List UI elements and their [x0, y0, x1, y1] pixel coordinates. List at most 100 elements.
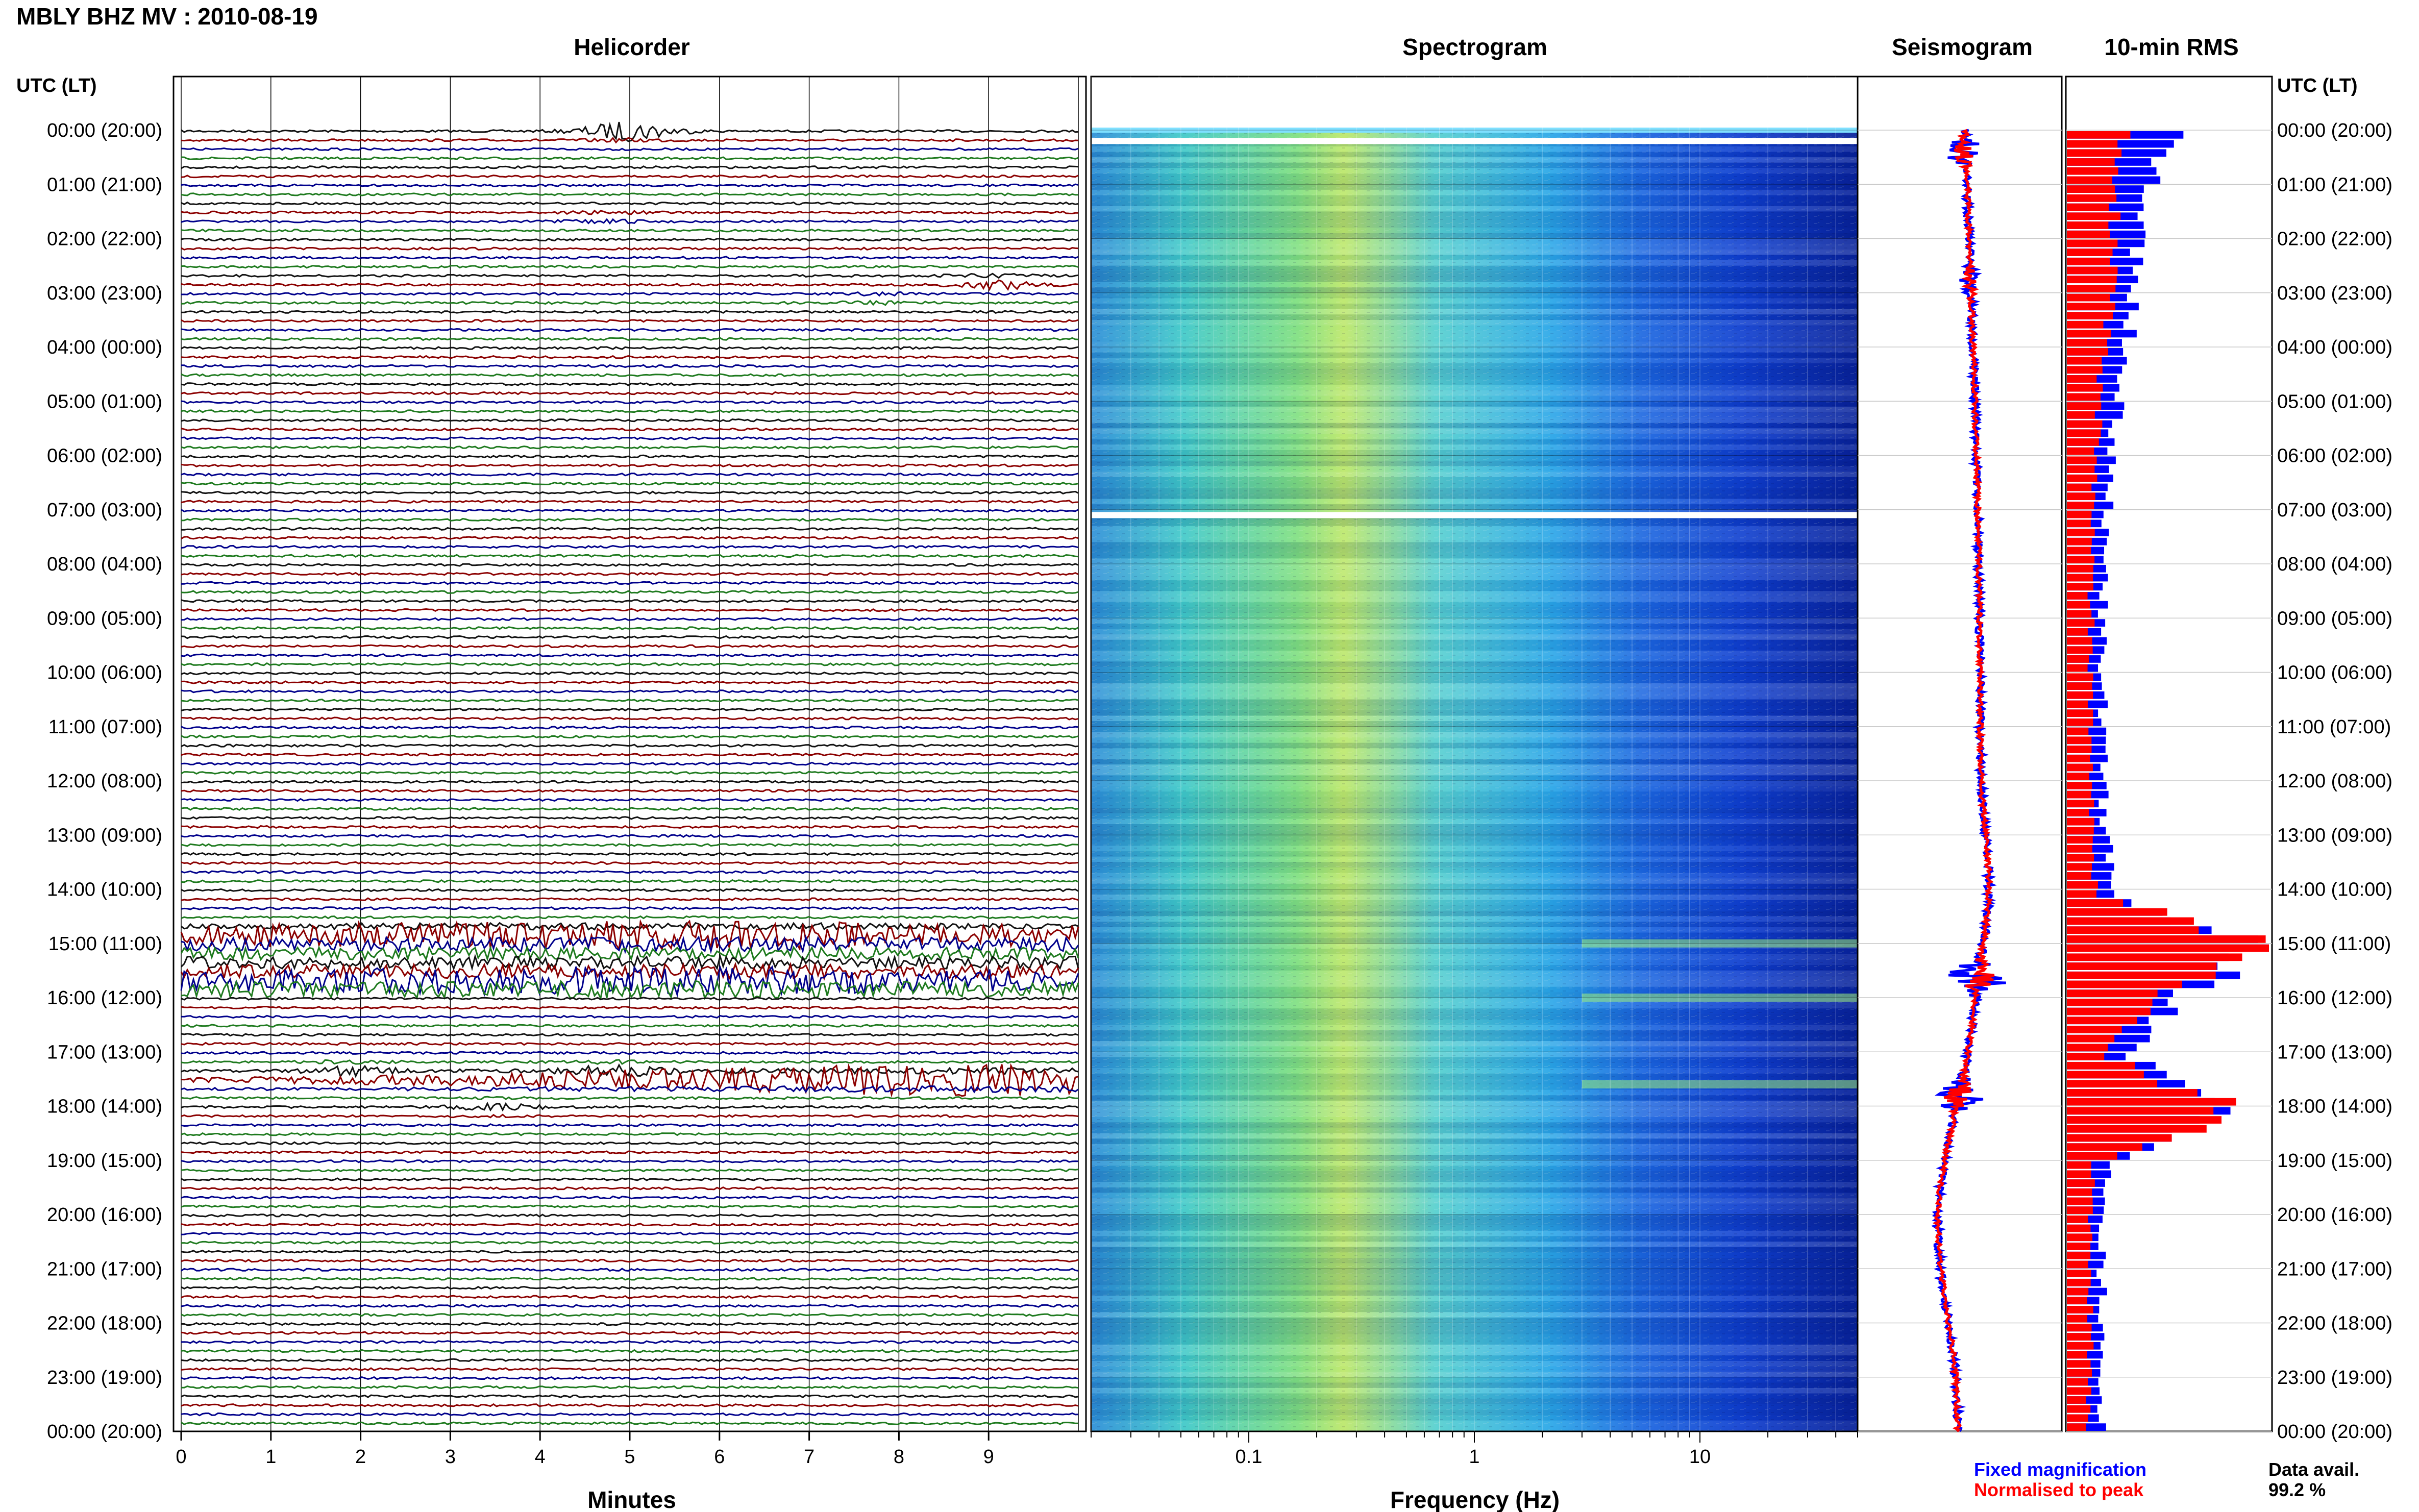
seismogram-panel	[1857, 76, 2063, 1432]
rms-bar-normalised	[2067, 592, 2088, 600]
rms-bar-normalised	[2067, 1342, 2094, 1350]
helicorder-trace	[181, 852, 1079, 856]
rms-bar-normalised	[2067, 1206, 2093, 1214]
helicorder-trace	[181, 707, 1079, 712]
helicorder-trace	[181, 997, 1079, 1001]
legend-fixed-magnification: Fixed magnification	[1974, 1459, 2146, 1480]
helicorder-trace	[181, 599, 1079, 603]
helicorder-trace	[181, 218, 1079, 225]
rms-bar-normalised	[2067, 1197, 2093, 1205]
helicorder-trace	[181, 237, 1079, 242]
helicorder-trace	[181, 1250, 1079, 1254]
rms-bar-normalised	[2067, 908, 2167, 916]
helicorder-trace	[181, 1051, 1079, 1055]
helicorder-trace	[181, 527, 1079, 531]
helicorder-trace	[181, 1113, 1079, 1119]
rms-bar-normalised	[2067, 547, 2091, 555]
rms-bar-normalised	[2067, 1423, 2086, 1431]
rms-bar-normalised	[2067, 736, 2092, 745]
helicorder-trace	[181, 761, 1079, 766]
rms-panel	[2065, 76, 2273, 1432]
helicorder-trace	[181, 734, 1079, 739]
rms-bar-normalised	[2067, 718, 2093, 726]
rms-bar-normalised	[2067, 1044, 2108, 1052]
minute-tick-label: 6	[714, 1446, 725, 1468]
rms-bar-normalised	[2067, 1233, 2092, 1242]
rms-bar-normalised	[2067, 529, 2095, 536]
rms-bar-normalised	[2067, 565, 2093, 573]
spectrogram-data-gap	[1091, 512, 1858, 518]
helicorder-trace	[181, 825, 1079, 829]
helicorder-trace	[181, 1367, 1079, 1371]
helicorder-trace	[181, 382, 1078, 386]
spectrogram-panel	[1090, 76, 1859, 1432]
minute-tick-label: 2	[355, 1446, 366, 1468]
helicorder-trace	[181, 1222, 1079, 1227]
spectrogram-data-gap	[1091, 138, 1858, 144]
helicorder-trace	[181, 246, 1079, 251]
time-tick-label: 16:00 (12:00)	[47, 987, 162, 1009]
data-availability-label: Data avail.	[2268, 1459, 2359, 1480]
rms-bar-normalised	[2067, 1287, 2089, 1296]
rms-bar-normalised	[2067, 393, 2101, 401]
rms-bar-normalised	[2067, 366, 2103, 374]
minute-tick-label: 1	[265, 1446, 276, 1468]
helicorder-trace	[181, 174, 1079, 179]
time-tick-label: 21:00 (17:00)	[47, 1258, 162, 1280]
rms-bar-normalised	[2067, 628, 2088, 636]
left-time-axis: 00:00 (20:00) 01:00 (21:00) 02:00 (22:00) 0…	[47, 120, 162, 1443]
rms-bar-normalised	[2067, 502, 2094, 509]
helicorder-trace	[181, 1096, 1078, 1100]
time-tick-label: 15:00 (11:00)	[2277, 933, 2391, 955]
helicorder-trace	[181, 906, 1079, 910]
rms-bar-normalised	[2067, 384, 2103, 392]
rms-bar-normalised	[2067, 411, 2095, 419]
rms-bar-normalised	[2067, 727, 2089, 735]
rms-bar-normalised	[2067, 357, 2102, 365]
helicorder-trace	[181, 1059, 1079, 1065]
helicorder-trace	[181, 355, 1079, 359]
helicorder-trace	[181, 1159, 1079, 1163]
helicorder-trace	[180, 961, 1079, 981]
time-tick-label: 11:00 (07:00)	[48, 716, 162, 738]
helicorder-trace	[181, 373, 1079, 377]
rms-bar-normalised	[2067, 754, 2090, 762]
time-tick-label: 06:00 (02:00)	[47, 445, 162, 467]
time-tick-label: 20:00 (16:00)	[47, 1204, 162, 1226]
rms-bar-normalised	[2067, 312, 2113, 319]
helicorder-trace	[181, 1403, 1079, 1407]
helicorder-trace	[181, 391, 1078, 395]
spectrogram-bright-band	[1582, 1080, 1858, 1088]
helicorder-trace	[180, 964, 1079, 998]
rms-bar-normalised	[2067, 1405, 2091, 1413]
rms-bar-normalised	[2067, 158, 2115, 166]
helicorder-trace	[181, 1123, 1079, 1127]
helicorder-trace	[181, 1412, 1079, 1417]
helicorder-trace	[181, 1421, 1079, 1426]
rms-bar-normalised	[2067, 1260, 2088, 1269]
time-tick-label: 03:00 (23:00)	[2277, 283, 2392, 304]
rms-bar-normalised	[2067, 149, 2122, 157]
rms-bar-normalised	[2067, 140, 2118, 148]
helicorder-trace	[181, 337, 1079, 341]
helicorder-trace	[181, 572, 1079, 576]
rms-bar-normalised	[2067, 655, 2089, 663]
rms-bar-normalised	[2067, 483, 2092, 491]
rms-bar-normalised	[2067, 303, 2115, 311]
helicorder-trace	[181, 653, 1079, 657]
time-tick-label: 23:00 (19:00)	[47, 1367, 162, 1389]
rms-bar-normalised	[2067, 402, 2102, 410]
rms-bar-normalised	[2067, 989, 2158, 997]
time-tick-label: 07:00 (03:00)	[2277, 500, 2392, 521]
helicorder-trace	[181, 272, 1079, 279]
rms-bar-normalised	[2067, 944, 2269, 952]
helicorder-trace	[181, 888, 1079, 893]
rms-bar-normalised	[2067, 583, 2093, 591]
rms-bar-normalised	[2067, 746, 2092, 753]
rms-bar-normalised	[2067, 845, 2092, 853]
helicorder-trace	[181, 788, 1079, 793]
time-tick-label: 04:00 (00:00)	[47, 337, 162, 358]
time-tick-label: 02:00 (22:00)	[47, 229, 162, 250]
helicorder-trace	[181, 1258, 1079, 1263]
minute-tick-label: 3	[445, 1446, 456, 1468]
